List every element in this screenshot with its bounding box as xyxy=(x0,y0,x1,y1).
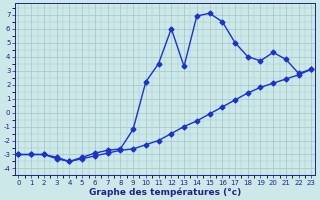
X-axis label: Graphe des températures (°c): Graphe des températures (°c) xyxy=(89,187,241,197)
